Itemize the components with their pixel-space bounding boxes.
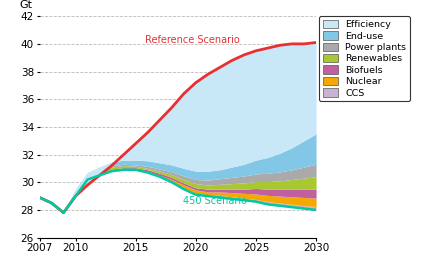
Text: 450 Scenario: 450 Scenario bbox=[183, 196, 247, 206]
Y-axis label: Gt: Gt bbox=[19, 0, 32, 9]
Text: Reference Scenario: Reference Scenario bbox=[144, 35, 239, 45]
Legend: Efficiency, End-use, Power plants, Renewables, Biofuels, Nuclear, CCS: Efficiency, End-use, Power plants, Renew… bbox=[318, 16, 409, 101]
